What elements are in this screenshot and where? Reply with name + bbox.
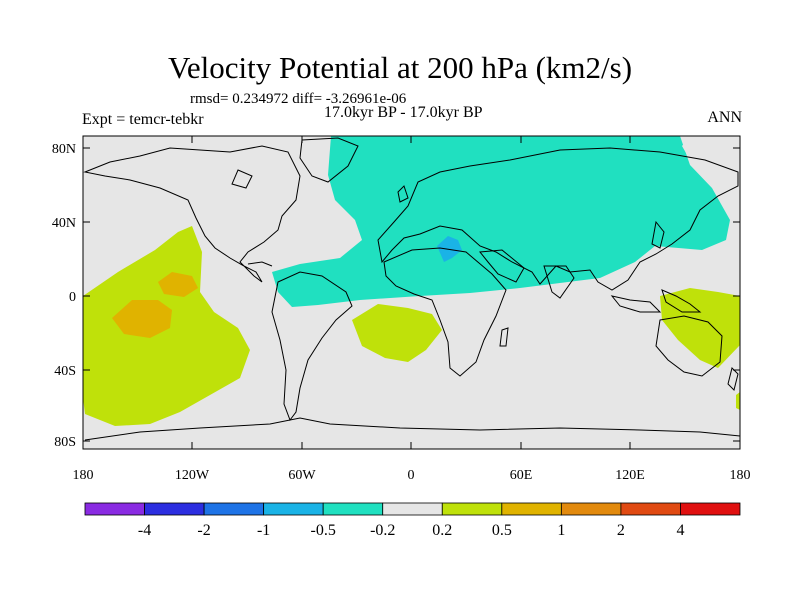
- lon-label-60e: 60E: [510, 468, 533, 483]
- colorbar-label: 4: [676, 522, 684, 539]
- colorbar-swatch: [203, 502, 265, 516]
- colorbar-label: -0.2: [370, 522, 395, 539]
- colorbar-labels: -4 -2 -1 -0.5 -0.2 0.2 0.5 1 2 4: [138, 522, 685, 539]
- positive-region-australia: [660, 288, 740, 368]
- page-title: Velocity Potential at 200 hPa (km2/s): [167, 50, 633, 85]
- lat-label-80n: 80N: [52, 142, 76, 157]
- positive-region-edge: [736, 392, 740, 410]
- lat-label-80s: 80S: [54, 435, 76, 450]
- positive-region-atlantic: [352, 304, 442, 362]
- colorbar-swatch: [680, 502, 741, 516]
- lon-label-60w: 60W: [288, 468, 316, 483]
- colorbar-label: -0.5: [311, 522, 336, 539]
- colorbar-swatch: [560, 502, 622, 516]
- colorbar-swatch: [322, 502, 384, 516]
- period-label: 17.0kyr BP - 17.0kyr BP: [324, 104, 483, 121]
- colorbar: [84, 502, 741, 516]
- colorbar-label: 1: [557, 522, 565, 539]
- lon-label-120w: 120W: [175, 468, 210, 483]
- colorbar-label: -2: [197, 522, 210, 539]
- colorbar-swatch: [441, 502, 503, 516]
- season-label: ANN: [707, 109, 742, 126]
- experiment-label: Expt = temcr-tebkr: [82, 111, 204, 128]
- lat-label-0: 0: [69, 290, 76, 305]
- colorbar-label: 0.5: [492, 522, 512, 539]
- lon-label-180w: 180: [73, 468, 94, 483]
- lon-tick-marks: [82, 136, 741, 449]
- lon-label-120e: 120E: [615, 468, 645, 483]
- negative-region-north: [272, 136, 730, 307]
- lon-label-0: 0: [408, 468, 415, 483]
- lat-tick-marks: [83, 147, 740, 442]
- colorbar-swatch: [382, 502, 443, 516]
- lat-label-40n: 40N: [52, 216, 76, 231]
- stats-line: rmsd= 0.234972 diff= -3.26961e-06: [190, 91, 407, 107]
- colorbar-swatch: [84, 502, 145, 516]
- colorbar-swatch: [501, 502, 562, 516]
- lon-tick-labels: 180 120W 60W 0 60E 120E 180: [73, 468, 751, 483]
- coastlines: [83, 137, 740, 441]
- colorbar-swatch: [620, 502, 681, 516]
- lat-tick-labels: 80N 40N 0 40S 80S: [52, 142, 76, 450]
- colorbar-label: 0.2: [432, 522, 452, 539]
- colorbar-label: -4: [138, 522, 151, 539]
- positive-strong-pacific-south: [112, 300, 172, 338]
- positive-strong-pacific-north: [158, 272, 198, 297]
- colorbar-swatch: [263, 502, 324, 516]
- lat-label-40s: 40S: [54, 364, 76, 379]
- colorbar-swatch: [144, 502, 205, 516]
- contour-fields: [83, 136, 740, 441]
- colorbar-label: 2: [617, 522, 625, 539]
- lon-label-180e: 180: [730, 468, 751, 483]
- near-zero-region-greenland: [682, 136, 740, 180]
- colorbar-label: -1: [257, 522, 270, 539]
